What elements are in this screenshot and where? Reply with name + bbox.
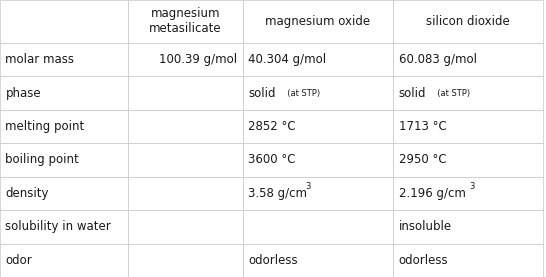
Text: 3.58 g/cm: 3.58 g/cm <box>248 187 307 200</box>
Bar <box>0 110 128 143</box>
Bar <box>128 210 243 243</box>
Bar <box>128 177 243 210</box>
Bar <box>393 76 543 110</box>
Text: boiling point: boiling point <box>5 153 79 166</box>
Text: melting point: melting point <box>5 120 85 133</box>
Bar <box>128 43 243 76</box>
Text: density: density <box>5 187 49 200</box>
Bar <box>128 143 243 177</box>
Bar <box>243 0 393 43</box>
Bar <box>0 0 128 43</box>
Text: 40.304 g/mol: 40.304 g/mol <box>248 53 327 66</box>
Text: magnesium
metasilicate: magnesium metasilicate <box>149 7 222 35</box>
Bar <box>393 143 543 177</box>
Bar <box>393 110 543 143</box>
Bar <box>243 110 393 143</box>
Text: 60.083 g/mol: 60.083 g/mol <box>399 53 477 66</box>
Bar <box>0 143 128 177</box>
Bar <box>243 177 393 210</box>
Bar <box>128 0 243 43</box>
Text: odor: odor <box>5 254 32 267</box>
Text: silicon dioxide: silicon dioxide <box>426 15 510 28</box>
Bar <box>243 76 393 110</box>
Bar <box>393 43 543 76</box>
Text: magnesium oxide: magnesium oxide <box>265 15 371 28</box>
Text: solubility in water: solubility in water <box>5 220 111 233</box>
Text: solid: solid <box>399 87 426 100</box>
Text: (at STP): (at STP) <box>282 89 321 98</box>
Text: insoluble: insoluble <box>399 220 452 233</box>
Bar <box>0 243 128 277</box>
Bar <box>128 76 243 110</box>
Bar <box>0 43 128 76</box>
Bar <box>0 76 128 110</box>
Bar <box>243 243 393 277</box>
Bar <box>393 177 543 210</box>
Text: 3: 3 <box>306 182 311 191</box>
Text: 2.196 g/cm: 2.196 g/cm <box>399 187 465 200</box>
Text: 100.39 g/mol: 100.39 g/mol <box>159 53 238 66</box>
Bar <box>393 243 543 277</box>
Text: odorless: odorless <box>399 254 448 267</box>
Text: 1713 °C: 1713 °C <box>399 120 446 133</box>
Text: phase: phase <box>5 87 41 100</box>
Bar <box>128 110 243 143</box>
Bar <box>243 143 393 177</box>
Text: 2950 °C: 2950 °C <box>399 153 446 166</box>
Text: 3: 3 <box>470 182 475 191</box>
Bar <box>393 210 543 243</box>
Bar <box>0 177 128 210</box>
Text: 3600 °C: 3600 °C <box>248 153 296 166</box>
Text: 2852 °C: 2852 °C <box>248 120 296 133</box>
Text: (at STP): (at STP) <box>432 89 471 98</box>
Bar <box>243 210 393 243</box>
Text: solid: solid <box>248 87 276 100</box>
Bar <box>243 43 393 76</box>
Text: molar mass: molar mass <box>5 53 74 66</box>
Bar <box>128 243 243 277</box>
Bar <box>0 210 128 243</box>
Text: odorless: odorless <box>248 254 298 267</box>
Bar <box>393 0 543 43</box>
